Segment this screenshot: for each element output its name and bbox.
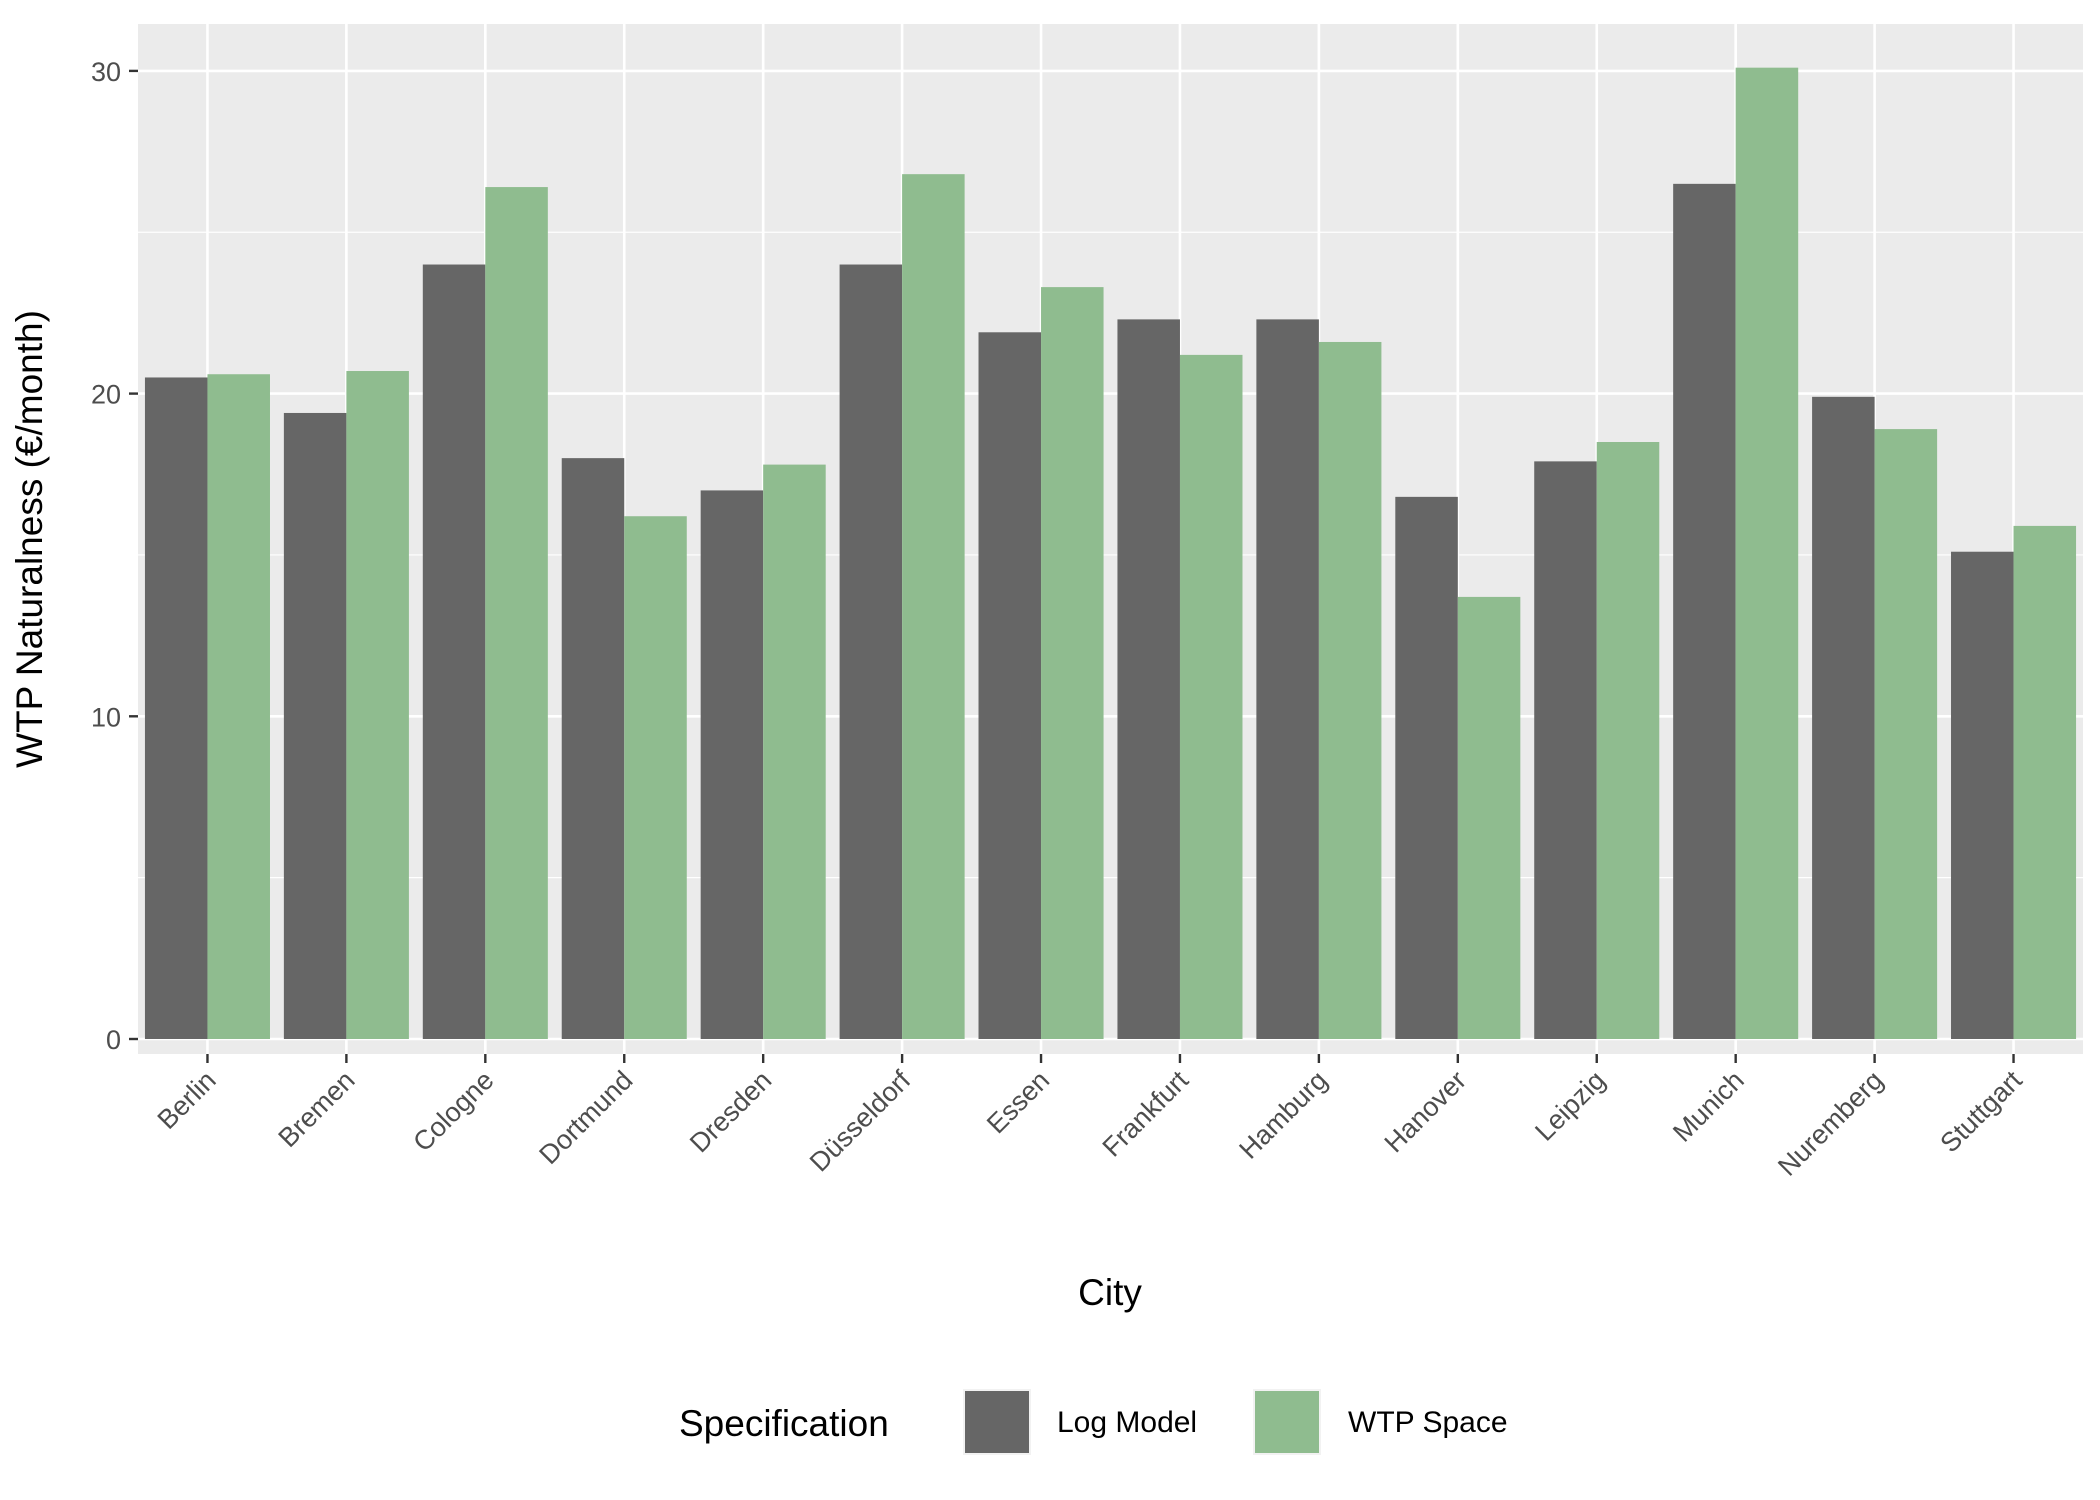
x-tick-label: Leipzig (1529, 1065, 1611, 1147)
legend: Specification Log Model WTP Space (679, 1389, 1508, 1455)
bar-wtp-space-nuremberg (1874, 429, 1938, 1039)
bar-wtp-space-essen (1041, 287, 1104, 1039)
bar-log-model-hanover (1395, 496, 1458, 1039)
bar-wtp-space-dresden (763, 464, 826, 1039)
bar-wtp-space-hanover (1457, 596, 1521, 1039)
x-tick-label: Hamburg (1233, 1065, 1333, 1165)
x-tick-label: Hanover (1379, 1065, 1472, 1158)
legend-swatch-wtp-space (1255, 1391, 1319, 1453)
bar-log-model-hamburg (1256, 319, 1319, 1039)
bar-log-model-frankfurt (1117, 319, 1180, 1039)
y-tick-label: 30 (91, 57, 121, 87)
bar-wtp-space-dortmund (624, 516, 687, 1039)
x-tick-label: Essen (981, 1065, 1055, 1139)
y-tick-label: 0 (106, 1025, 121, 1055)
bar-log-model-nuremberg (1812, 396, 1875, 1039)
x-tick-label: Munich (1667, 1065, 1750, 1148)
bar-wtp-space-cologne (485, 187, 548, 1039)
x-tick-label: Stuttgart (1934, 1065, 2028, 1159)
bar-wtp-space-leipzig (1596, 442, 1660, 1039)
legend-label-log-model: Log Model (1057, 1406, 1197, 1439)
bar-wtp-space-bremen (346, 371, 409, 1039)
x-tick-label: Frankfurt (1097, 1065, 1195, 1163)
y-axis-title: WTP Naturalness (€/month) (9, 310, 50, 768)
x-tick-label: Dortmund (533, 1065, 638, 1170)
x-tick-label: Düsseldorf (804, 1065, 917, 1178)
bar-log-model-cologne (422, 264, 486, 1039)
bar-log-model-dortmund (561, 458, 625, 1039)
bar-log-model-munich (1673, 183, 1736, 1040)
bar-wtp-space-düsseldorf (902, 174, 965, 1039)
x-tick-label: Berlin (152, 1065, 222, 1135)
bars (144, 67, 2077, 1040)
bar-wtp-space-hamburg (1318, 341, 1382, 1039)
bar-log-model-stuttgart (1951, 551, 2014, 1039)
legend-label-wtp-space: WTP Space (1348, 1406, 1508, 1439)
bar-wtp-space-frankfurt (1179, 354, 1243, 1040)
x-tick-label: Nuremberg (1772, 1065, 1889, 1182)
x-tick-label: Dresden (684, 1065, 777, 1158)
y-tick-label: 20 (91, 380, 121, 410)
bar-wtp-space-munich (1735, 67, 1799, 1040)
bar-wtp-space-stuttgart (2013, 525, 2077, 1039)
y-tick-label: 10 (91, 702, 121, 732)
legend-swatch-log-model (965, 1391, 1029, 1453)
bar-log-model-dresden (700, 490, 764, 1039)
x-axis-title: City (1078, 1272, 1142, 1313)
bar-log-model-essen (978, 332, 1042, 1039)
bar-wtp-space-berlin (207, 374, 270, 1039)
x-tick-label: Cologne (407, 1065, 499, 1157)
x-tick-label: Bremen (273, 1065, 361, 1153)
legend-title: Specification (679, 1403, 889, 1444)
bar-log-model-berlin (144, 377, 208, 1040)
bar-log-model-leipzig (1534, 461, 1597, 1039)
bar-log-model-bremen (283, 412, 347, 1039)
y-axis: 0 10 20 30 (91, 57, 138, 1055)
x-axis: Berlin Bremen Cologne Dortmund Dresden Düssel… (152, 1054, 2028, 1182)
bar-log-model-düsseldorf (839, 264, 903, 1039)
